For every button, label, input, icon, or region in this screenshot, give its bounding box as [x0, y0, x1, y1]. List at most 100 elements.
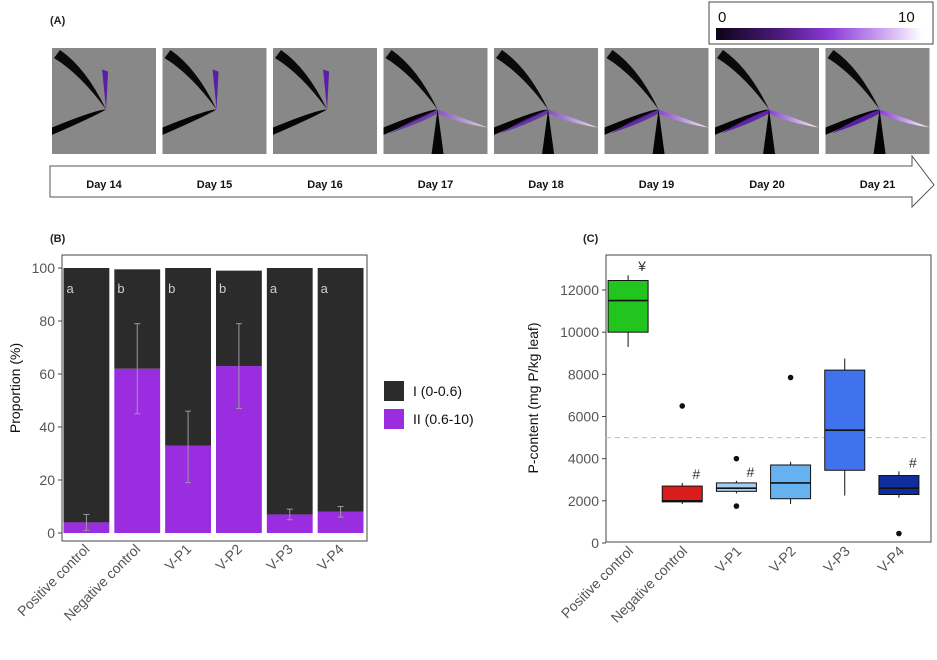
day-label: Day 17 [418, 179, 453, 191]
leaf-shape [610, 109, 659, 134]
leaf-shape [389, 109, 438, 134]
day-label: Day 21 [860, 179, 895, 191]
leaf-shape [721, 109, 770, 134]
leaf-shape [275, 50, 328, 110]
day-label: Day 20 [749, 179, 784, 191]
leaf-shape [164, 50, 217, 110]
leaf-shape [763, 109, 776, 154]
c-box: # [878, 454, 920, 537]
c-box-iqr [661, 485, 703, 503]
leaf-shape [496, 50, 549, 110]
b-significance-letter: b [117, 281, 124, 296]
c-box: ¥ [607, 258, 649, 347]
b-y-tick-label: 80 [39, 313, 55, 329]
c-y-tick-label: 6000 [568, 409, 599, 425]
c-box-iqr [824, 369, 866, 471]
leaf-shape [717, 50, 770, 110]
c-significance-mark: # [909, 454, 917, 470]
b-significance-letter: a [67, 281, 75, 296]
legend-swatch-class-i [384, 381, 404, 401]
b-bar-segment [266, 514, 313, 533]
c-category-label: V-P1 [712, 543, 745, 576]
b-category-label: V-P3 [263, 541, 296, 574]
c-category-label: V-P3 [820, 543, 853, 576]
leaf-image-tile [162, 48, 267, 154]
colorbar-gradient [716, 28, 922, 40]
leaf-shape [437, 109, 488, 128]
c-boxes: ¥ # # # [606, 258, 931, 537]
leaf-shape [658, 109, 709, 128]
b-bar-segment [317, 511, 364, 533]
b-plot-frame [61, 254, 368, 542]
c-significance-mark: # [692, 466, 700, 482]
leaf-shape [385, 50, 438, 110]
c-y-axis-title: P-content (mg P/kg leaf) [525, 323, 541, 474]
c-outlier-point [787, 374, 794, 381]
b-y-ticks: 0 20 40 60 80 100 [32, 260, 62, 541]
panel-a: (A) 0 10 Day 14 Day 15 Day 16 Day 17 Day 18 D… [49, 1, 935, 209]
colorbar-max-label: 10 [898, 9, 915, 26]
leaf-shape [769, 109, 819, 128]
leaf-image-tile [383, 48, 488, 154]
day-label: Day 18 [528, 179, 563, 191]
day-label: Day 16 [307, 179, 342, 191]
b-category-label: V-P1 [161, 541, 194, 574]
c-outlier-point [679, 403, 686, 409]
b-significance-letter: b [219, 281, 226, 296]
legend-label-class-i: I (0-0.6) [413, 383, 462, 399]
b-significance-letter: a [321, 281, 329, 296]
c-category-label: V-P2 [766, 543, 799, 576]
day-label: Day 14 [86, 179, 122, 191]
b-y-tick-label: 100 [32, 260, 56, 276]
panel-c: (C) P-content (mg P/kg leaf) 0 2000 4000 60… [525, 233, 932, 626]
leaf-shape [102, 69, 109, 110]
leaf-shape [273, 109, 328, 135]
leaf-shape [500, 109, 549, 134]
day-label: Day 19 [639, 179, 674, 191]
leaf-shape [212, 69, 219, 110]
b-category-label: V-P4 [314, 541, 347, 574]
b-bar-segment [317, 268, 364, 512]
legend-swatch-class-ii [384, 409, 404, 429]
leaf-shape [54, 50, 107, 110]
timeline-arrow [49, 154, 935, 209]
leaf-image-tile [52, 48, 156, 154]
b-y-tick-label: 0 [47, 525, 55, 541]
c-box-iqr [770, 464, 812, 500]
c-box: # [715, 455, 757, 509]
leaf-image-strip [52, 48, 930, 154]
c-box: # [661, 403, 703, 504]
c-box [770, 374, 812, 504]
b-y-tick-label: 20 [39, 472, 55, 488]
c-box [824, 358, 866, 496]
leaf-image-tile [273, 48, 377, 154]
c-significance-mark: ¥ [637, 258, 646, 274]
c-category-label: V-P4 [874, 543, 907, 576]
leaf-image-tile [494, 48, 598, 154]
c-y-tick-label: 2000 [568, 493, 599, 509]
c-outlier-point [733, 503, 740, 509]
leaf-shape [431, 109, 444, 154]
leaf-shape [827, 50, 880, 110]
c-y-tick-label: 12000 [560, 282, 599, 298]
leaf-shape [879, 109, 930, 128]
leaf-shape [831, 109, 880, 134]
leaf-image-tile [825, 48, 930, 154]
leaf-shape [652, 109, 665, 154]
b-category-label: V-P2 [212, 541, 245, 574]
leaf-shape [542, 109, 555, 154]
panel-c-label: (C) [583, 233, 599, 245]
c-plot-frame [605, 254, 932, 543]
day-label: Day 15 [197, 179, 232, 191]
legend-label-class-ii: II (0.6-10) [413, 411, 474, 427]
leaf-shape [548, 109, 598, 128]
b-y-axis-title: Proportion (%) [7, 343, 23, 433]
leaf-shape [606, 50, 659, 110]
c-y-tick-label: 0 [591, 535, 599, 551]
leaf-image-tile [715, 48, 819, 154]
